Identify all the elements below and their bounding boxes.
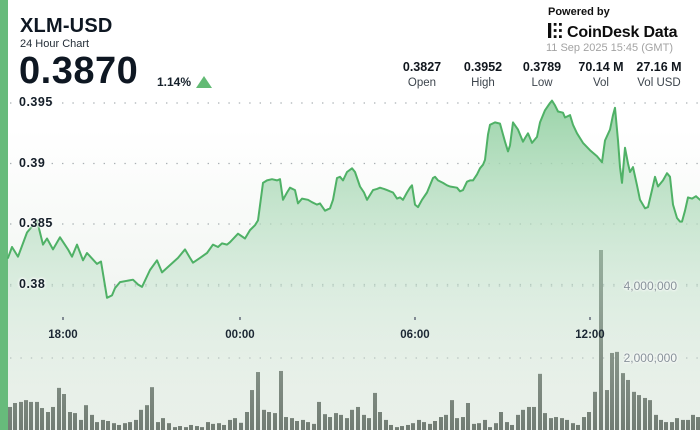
price-axis-label: 0.39 [19, 155, 46, 170]
chart-range-subtitle: 24 Hour Chart [20, 38, 90, 50]
pair-title: XLM-USD [20, 15, 113, 37]
accent-bar [0, 0, 8, 430]
time-tick-mark [62, 317, 64, 320]
volume-axis-label: 2,000,000 [623, 351, 677, 365]
time-tick-mark [589, 317, 591, 320]
price-line [7, 99, 700, 299]
stat-volume-usd: 27.16 M Vol USD [636, 60, 682, 89]
stat-low: 0.3789 Low [522, 60, 562, 89]
time-axis-label: 12:00 [575, 329, 605, 341]
time-tick-mark [414, 317, 416, 320]
price-change-percent: 1.14% [157, 75, 192, 89]
time-axis-label: 18:00 [48, 329, 78, 341]
price-axis-label: 0.395 [19, 95, 53, 109]
price-area [8, 100, 700, 430]
price-axis-label: 0.385 [19, 216, 53, 230]
coindesk-logo-icon [548, 23, 563, 43]
current-price: 0.3870 [19, 50, 139, 92]
coindesk-logo-text: CoinDesk Data [567, 24, 678, 41]
stat-volume: 70.14 M Vol [578, 60, 624, 89]
price-axis-label: 0.38 [19, 276, 46, 291]
stat-open: 0.3827 Open [402, 60, 442, 89]
volume-axis-label: 4,000,000 [623, 279, 677, 293]
chart-timestamp: 11 Sep 2025 15:45 (GMT) [546, 42, 673, 54]
time-axis-label: 00:00 [225, 329, 255, 341]
time-axis-label: 06:00 [400, 329, 430, 341]
stat-high: 0.3952 High [463, 60, 503, 89]
coindesk-data-logo[interactable]: CoinDesk Data [548, 23, 678, 43]
powered-by-label: Powered by [548, 6, 610, 18]
time-tick-mark [239, 317, 241, 320]
up-arrow-icon [196, 76, 212, 88]
